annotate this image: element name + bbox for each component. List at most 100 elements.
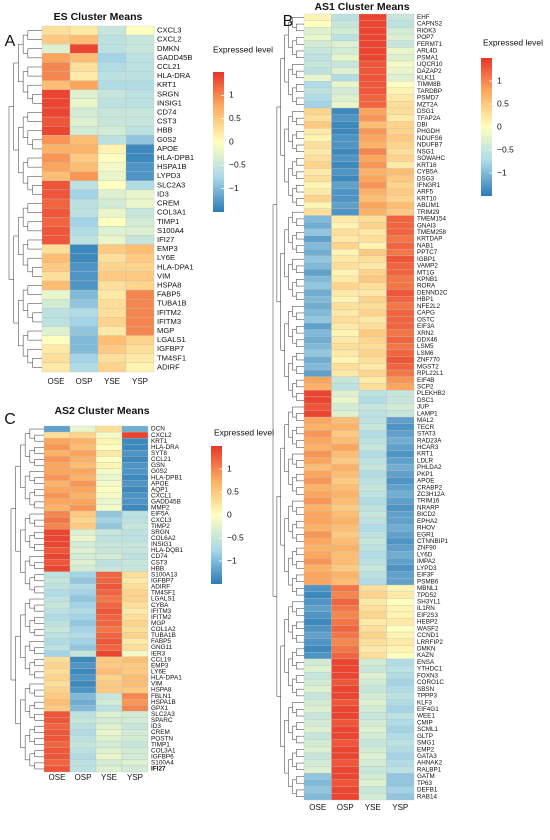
dendrogram: [296, 144, 304, 152]
heatmap-cell: [386, 591, 415, 599]
dendrogram: [296, 534, 304, 542]
dendrogram: [22, 162, 28, 184]
row-label: TARDBP: [417, 88, 442, 95]
colorbar-tick-label: −1: [229, 183, 239, 193]
heatmap-cell: [43, 535, 71, 542]
row-label: TPD52: [417, 592, 437, 599]
heatmap-cell: [69, 207, 99, 218]
heatmap-cell: [386, 631, 415, 639]
heatmap-cell: [303, 678, 332, 686]
heatmap-cell: [125, 98, 155, 109]
heatmap-cell: [69, 280, 99, 291]
heatmap-cell: [386, 181, 415, 189]
row-label: RHOV: [417, 525, 436, 532]
heatmap-cell: [43, 674, 71, 682]
dendrogram: [32, 139, 42, 150]
heatmap-cell: [358, 141, 387, 149]
column-label: OSP: [76, 377, 93, 386]
heatmap-cell: [125, 299, 155, 309]
heatmap-cell: [95, 680, 123, 688]
heatmap-cell: [303, 74, 332, 82]
dendrogram: [13, 62, 19, 151]
heatmap-cell: [331, 725, 360, 733]
row-label: FBLN1: [151, 693, 171, 700]
row-label: DMKN: [417, 646, 436, 653]
row-label: STAT3: [417, 431, 436, 438]
heatmap-cell: [69, 547, 97, 554]
heatmap-cell: [358, 551, 387, 559]
heatmap-cell: [69, 180, 99, 191]
heatmap-cell: [303, 228, 332, 236]
heatmap-cell: [69, 541, 97, 548]
heatmap-cell: [331, 605, 360, 613]
heatmap-cell: [125, 25, 155, 36]
heatmap-cell: [121, 535, 149, 542]
heatmap-cell: [43, 450, 71, 457]
heatmap-cell: [386, 275, 415, 283]
heatmap-cell: [121, 699, 149, 706]
heatmap-cell: [43, 541, 71, 548]
dendrogram: [27, 112, 42, 122]
heatmap-cell: [69, 353, 99, 364]
heatmap-cell: [386, 107, 415, 115]
heatmap-cell: [43, 468, 71, 475]
heatmap-cell: [358, 27, 387, 35]
heatmap-cell: [95, 553, 123, 560]
heatmap-cell: [41, 289, 71, 300]
dendrogram: [272, 204, 277, 597]
heatmap-cell: [69, 668, 97, 676]
heatmap-cell: [331, 309, 360, 317]
row-label: CORO1C: [417, 679, 444, 686]
row-label: SLC2A3: [157, 180, 185, 189]
dendrogram: [32, 94, 42, 104]
dendrogram: [34, 659, 44, 667]
heatmap-cell: [43, 522, 71, 530]
heatmap-cell: [303, 47, 332, 55]
heatmap-cell: [358, 40, 387, 48]
heatmap-cell: [121, 462, 149, 469]
heatmap-cell: [69, 662, 97, 669]
heatmap-cell: [358, 87, 387, 95]
heatmap-cell: [358, 235, 387, 243]
heatmap-cell: [303, 779, 332, 787]
heatmap-cell: [386, 678, 415, 686]
dendrogram: [27, 303, 42, 318]
heatmap-cell: [358, 510, 387, 518]
heatmap-cell: [358, 302, 387, 310]
dendrogram: [24, 433, 30, 457]
heatmap-cell: [331, 699, 360, 707]
heatmap-cell: [69, 98, 99, 109]
heatmap-cell: [386, 175, 415, 183]
heatmap-cell: [69, 717, 97, 724]
heatmap-cell: [69, 571, 97, 578]
dendrogram: [34, 477, 44, 484]
heatmap-cell: [386, 598, 415, 606]
heatmap-cell: [97, 189, 127, 200]
heatmap-cell: [95, 535, 123, 542]
dendrogram: [32, 185, 42, 195]
heatmap-cell: [303, 705, 332, 713]
heatmap-cell: [43, 644, 71, 651]
heatmap-cell: [43, 705, 71, 712]
heatmap-cell: [303, 161, 332, 169]
heatmap-cell: [331, 463, 360, 471]
heatmap-cell: [386, 222, 415, 230]
heatmap-cell: [358, 477, 387, 485]
row-label: EIF3A: [417, 323, 435, 330]
row-label: CCL21: [157, 62, 181, 71]
heatmap-cell: [41, 198, 71, 209]
dendrogram: [292, 725, 297, 740]
dendrogram: [296, 487, 304, 495]
heatmap-cell: [358, 564, 387, 572]
heatmap-cell: [97, 180, 127, 191]
row-label: TUBA1B: [157, 299, 187, 308]
row-label: CXCL1: [151, 492, 172, 499]
heatmap-cell: [69, 198, 99, 209]
heatmap-cell: [331, 356, 360, 364]
heatmap-cell: [97, 44, 127, 54]
heatmap-cell: [331, 383, 360, 391]
chart-title: AS1 Cluster Means: [314, 1, 409, 13]
heatmap-cell: [303, 282, 332, 290]
heatmap-cell: [69, 468, 97, 475]
row-label: DMKN: [157, 44, 179, 53]
